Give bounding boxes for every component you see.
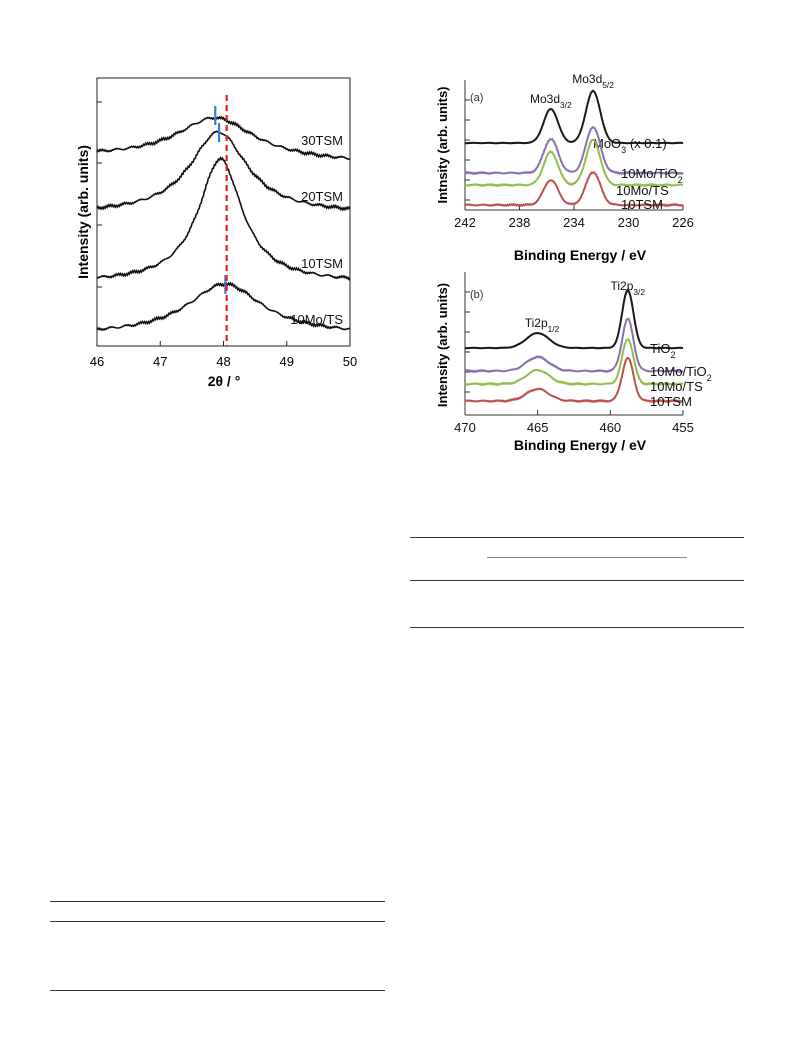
xps_ti-series-line [464,317,684,374]
xps_mo-x-tick-label: 230 [618,215,640,230]
xps_mo-series-line [464,89,684,145]
xps-ti-x-axis-label: Binding Energy / eV [514,437,647,453]
xrd-x-tick-label: 46 [90,354,104,369]
xps_ti-peak-label: Ti2p3/2 [610,279,645,297]
xrd-x-tick-label: 49 [280,354,294,369]
xps_mo-series-label: 10Mo/TiO2 [621,166,683,185]
xrd-series-line [96,115,350,160]
xps-mo-y-axis-label: Intnsity (arb. units) [435,87,450,204]
xps_ti-series-label: 10Mo/TS [650,379,703,394]
xps_ti-series-label: TiO2 [650,341,676,360]
xps_mo-series-label: 10TSM [621,197,663,212]
xps_ti-x-tick-label: 460 [599,420,621,435]
xps_mo-x-tick-label: 238 [509,215,531,230]
xps_ti-series-label: 10Mo/TiO2 [650,364,712,383]
xrd-x-tick-label: 50 [343,354,357,369]
xps-mo-panel-label: (a) [470,92,483,104]
xps_ti-series-line [464,288,684,350]
xps_ti-series-line [464,356,684,404]
xps_mo-x-tick-label: 234 [563,215,585,230]
xps_mo-peak-label: Mo3d5/2 [572,72,614,90]
xps_mo-series-line [464,138,683,188]
xrd-x-tick-label: 47 [153,354,167,369]
table-bottom-rule-right [410,627,744,628]
xps_ti-x-tick-label: 455 [672,420,694,435]
xrd-series-label: 10TSM [301,256,343,271]
xps_mo-series-line [464,125,684,176]
xps_mo-series-label: 10Mo/TS [616,183,669,198]
xrd-series-line [96,281,351,332]
table-mid-rule-left [50,921,385,922]
xrd-y-axis-label: Intensity (arb. units) [75,145,91,279]
xps-mo-x-axis-label: Binding Energy / eV [514,247,647,263]
table-mid-rule-right [410,580,744,581]
table-header-underline-right [487,557,687,558]
xrd-series-label: 10Mo/TS [290,312,343,327]
xps_mo-series-line [464,170,684,208]
xrd-series-label: 30TSM [301,133,343,148]
xps_mo-x-tick-label: 226 [672,215,694,230]
xps_ti-x-tick-label: 470 [454,420,476,435]
xrd-series-line [96,156,351,281]
xps_ti-x-tick-label: 465 [527,420,549,435]
table-bottom-rule-left [50,990,385,991]
xps_mo-peak-label: Mo3d3/2 [530,92,572,110]
xrd-series-label: 20TSM [301,189,343,204]
xrd-x-tick-label: 48 [216,354,230,369]
xrd-x-axis-label: 2θ / ° [208,373,241,389]
table-top-rule-right [410,537,744,538]
xrd-series-line [96,130,351,212]
xps_ti-series-line [464,338,683,387]
xps_mo-x-tick-label: 242 [454,215,476,230]
xps_ti-series-label: 10TSM [650,394,692,409]
table-top-rule-left [50,901,385,902]
xps-ti-panel-label: (b) [470,289,483,301]
xps_ti-peak-label: Ti2p1/2 [525,316,560,334]
xps-ti-y-axis-label: Intensity (arb. units) [435,283,450,407]
